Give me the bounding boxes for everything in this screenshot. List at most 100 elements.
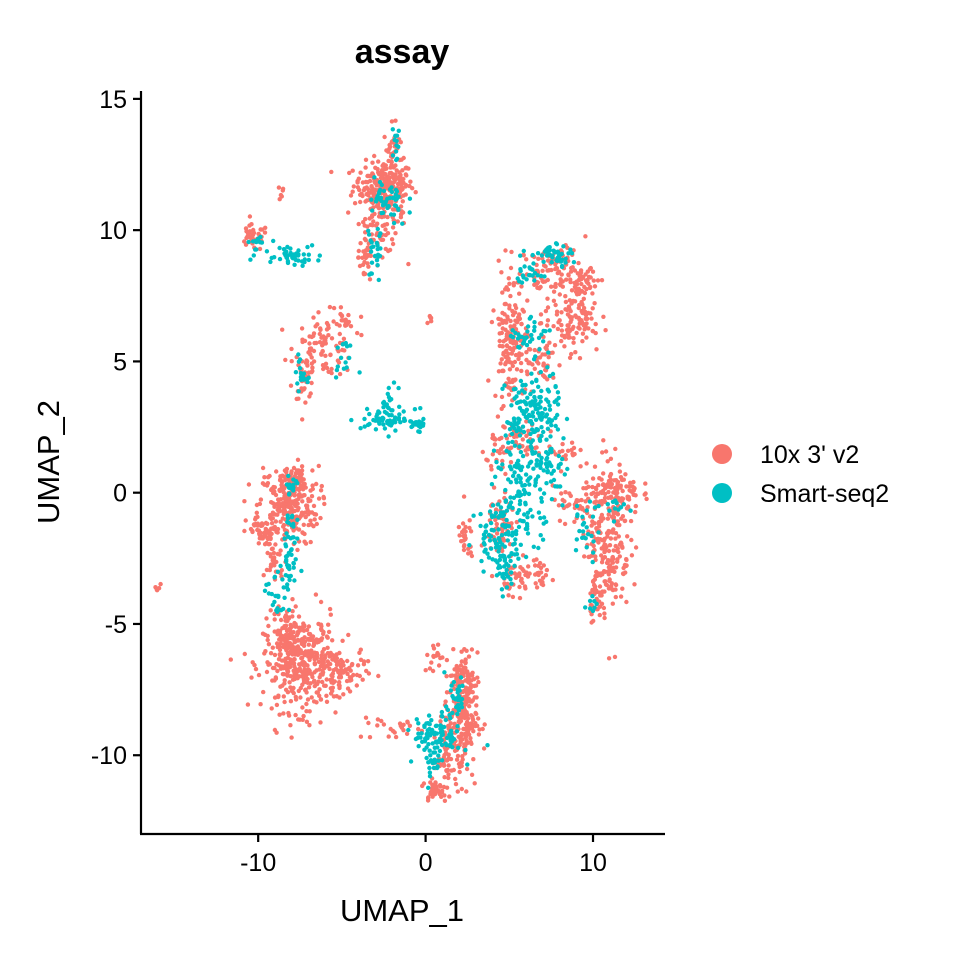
data-point xyxy=(278,548,283,553)
data-point xyxy=(427,722,432,727)
data-point xyxy=(499,533,505,538)
data-point xyxy=(369,240,374,245)
data-point xyxy=(597,476,602,481)
data-point xyxy=(467,518,472,523)
data-point xyxy=(377,179,383,185)
data-point xyxy=(481,746,487,751)
data-point xyxy=(527,360,532,365)
data-point xyxy=(530,252,535,258)
data-point xyxy=(599,590,604,595)
data-point xyxy=(375,246,380,252)
data-point xyxy=(336,682,342,688)
data-point xyxy=(547,403,552,408)
data-point xyxy=(259,227,265,232)
data-point xyxy=(439,788,445,793)
data-point xyxy=(286,473,291,479)
data-point xyxy=(567,355,573,360)
data-point xyxy=(366,190,371,196)
data-point xyxy=(493,517,498,523)
data-point xyxy=(499,270,504,275)
data-point xyxy=(488,534,494,539)
data-point xyxy=(396,385,401,391)
data-point xyxy=(272,599,277,605)
data-point xyxy=(372,179,377,184)
data-point xyxy=(370,223,375,228)
data-point xyxy=(363,157,369,162)
data-point xyxy=(562,335,567,340)
data-point xyxy=(432,750,438,755)
data-point xyxy=(277,552,282,557)
data-point xyxy=(411,421,416,426)
data-point xyxy=(285,673,290,678)
data-point xyxy=(503,360,508,366)
data-point xyxy=(528,507,533,513)
data-point xyxy=(285,645,291,651)
data-point xyxy=(633,509,638,515)
data-point xyxy=(272,652,278,658)
data-point xyxy=(277,245,282,251)
data-point xyxy=(269,487,274,493)
data-point xyxy=(519,321,524,327)
data-point xyxy=(624,563,629,569)
data-point xyxy=(426,785,431,790)
data-point xyxy=(555,390,561,395)
data-point xyxy=(296,667,302,673)
data-point xyxy=(341,692,346,697)
data-point xyxy=(343,667,348,672)
data-point xyxy=(330,638,335,643)
data-point xyxy=(536,510,542,515)
data-point xyxy=(263,520,269,526)
data-point xyxy=(583,234,588,239)
data-point xyxy=(383,232,388,238)
data-point xyxy=(461,494,467,499)
data-point xyxy=(490,557,495,562)
data-point xyxy=(463,731,469,737)
data-point xyxy=(501,424,506,429)
data-point xyxy=(539,411,544,416)
data-point xyxy=(155,587,160,592)
data-point xyxy=(285,582,290,587)
data-point xyxy=(606,548,612,554)
data-point xyxy=(506,392,512,397)
data-point xyxy=(367,421,372,427)
data-point xyxy=(389,237,395,242)
data-point xyxy=(364,198,370,203)
data-point xyxy=(521,487,527,493)
data-point xyxy=(630,484,635,489)
data-point xyxy=(295,517,300,522)
data-point xyxy=(629,553,635,558)
data-point xyxy=(479,558,484,564)
data-point xyxy=(295,381,300,386)
data-point xyxy=(499,587,505,592)
data-point xyxy=(526,564,531,569)
data-point xyxy=(584,335,589,340)
data-point xyxy=(544,481,549,486)
data-point xyxy=(442,775,447,780)
data-point xyxy=(513,330,518,336)
data-point xyxy=(597,612,602,618)
data-point xyxy=(285,519,290,525)
data-point xyxy=(529,332,534,338)
data-point xyxy=(300,263,305,268)
data-point xyxy=(333,375,339,380)
data-point xyxy=(344,322,349,328)
data-point xyxy=(408,179,413,184)
data-point xyxy=(299,373,304,378)
data-point xyxy=(613,582,619,588)
data-point xyxy=(593,573,598,579)
data-point xyxy=(615,559,620,564)
data-point xyxy=(243,518,248,523)
data-point xyxy=(534,461,539,467)
data-point xyxy=(560,279,565,284)
data-point xyxy=(355,330,360,336)
data-point xyxy=(285,651,291,656)
data-point xyxy=(559,264,565,270)
data-point xyxy=(514,528,519,534)
data-point xyxy=(498,467,504,472)
data-point xyxy=(299,568,304,574)
series-1-cluster-18 xyxy=(467,502,530,574)
data-point xyxy=(391,380,397,385)
data-point xyxy=(320,363,326,368)
data-point xyxy=(444,768,449,774)
